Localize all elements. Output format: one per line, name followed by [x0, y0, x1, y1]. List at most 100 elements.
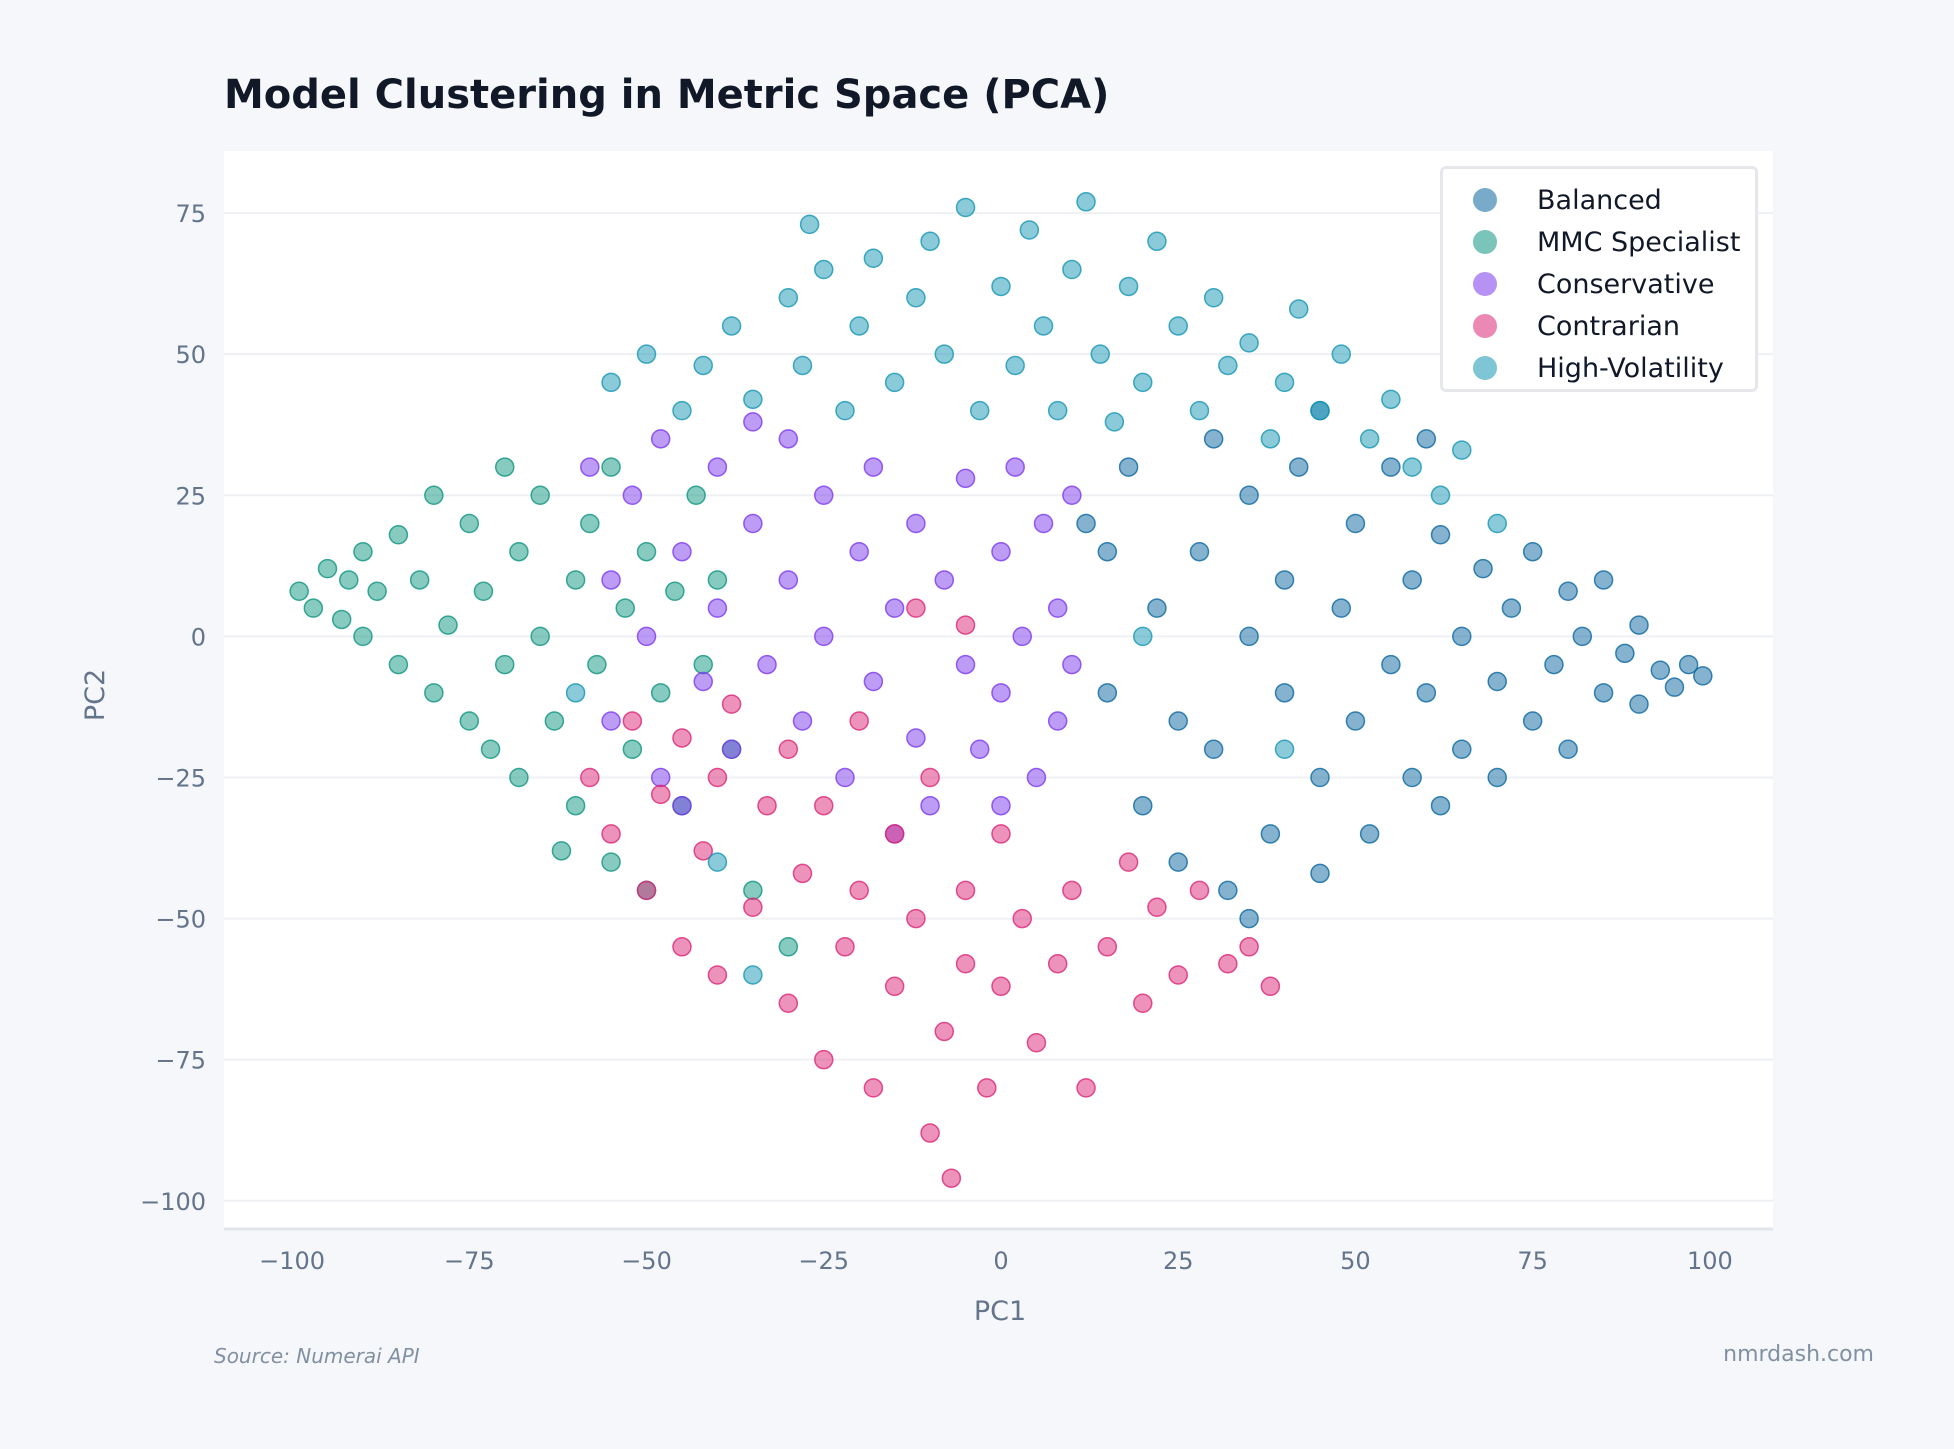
data-point	[743, 389, 763, 410]
data-point	[1047, 711, 1068, 731]
data-point	[1473, 558, 1493, 579]
data-point	[1012, 908, 1032, 929]
data-point	[1118, 457, 1139, 477]
data-point	[1203, 429, 1224, 449]
series-mmc-specialist	[289, 457, 799, 957]
data-point	[1218, 355, 1238, 376]
y-tick-label: −50	[155, 906, 206, 934]
data-point	[650, 683, 671, 703]
data-point	[1430, 795, 1451, 816]
data-point	[1430, 525, 1451, 545]
data-point	[650, 429, 671, 449]
x-tick-label: 100	[1687, 1247, 1733, 1275]
data-point	[580, 457, 600, 477]
legend-marker	[1473, 230, 1497, 254]
data-point	[636, 626, 657, 647]
data-point	[991, 541, 1011, 562]
data-point	[580, 767, 600, 788]
data-point	[969, 739, 990, 760]
y-tick-label: 75	[175, 200, 206, 228]
data-point	[1076, 513, 1096, 534]
data-point	[1104, 412, 1125, 432]
data-point	[1678, 654, 1699, 675]
data-point	[778, 287, 799, 308]
data-point	[693, 671, 713, 692]
data-point	[601, 372, 621, 393]
data-point	[1629, 615, 1649, 635]
data-point	[1260, 976, 1281, 997]
data-point	[849, 711, 869, 731]
data-point	[1402, 767, 1422, 788]
data-point	[1168, 852, 1188, 872]
data-point	[707, 457, 728, 477]
data-point	[622, 485, 643, 506]
data-points	[289, 192, 1713, 1188]
data-point	[1274, 739, 1295, 760]
data-point	[920, 767, 940, 788]
data-point	[906, 513, 926, 534]
data-point	[792, 355, 813, 376]
data-point	[686, 485, 706, 506]
data-point	[1133, 372, 1153, 393]
data-point	[906, 598, 926, 618]
data-point	[991, 276, 1011, 297]
data-point	[1097, 541, 1118, 562]
data-point	[884, 372, 905, 393]
data-point	[1147, 598, 1167, 618]
data-point	[494, 457, 515, 477]
data-point	[1147, 897, 1167, 918]
data-point	[849, 316, 869, 336]
data-point	[721, 694, 742, 714]
data-point	[544, 711, 565, 731]
y-axis-label: PC2	[80, 669, 111, 721]
data-point	[778, 937, 799, 957]
data-point	[1097, 937, 1118, 957]
data-point	[1047, 400, 1068, 421]
data-point	[1558, 739, 1578, 760]
data-point	[388, 654, 409, 675]
data-point	[601, 457, 621, 477]
data-point	[778, 993, 799, 1013]
data-point	[1090, 344, 1110, 364]
chart-title: Model Clustering in Metric Space (PCA)	[224, 72, 1110, 118]
data-point	[955, 880, 976, 901]
data-point	[1522, 711, 1543, 731]
x-axis-label: PC1	[974, 1296, 1026, 1327]
data-point	[707, 598, 728, 618]
data-point	[565, 570, 586, 590]
data-point	[622, 739, 643, 760]
legend: Balanced MMC Specialist Conservative Contra…	[1440, 166, 1758, 392]
data-point	[778, 570, 799, 590]
data-point	[1487, 767, 1507, 788]
data-point	[1664, 677, 1685, 697]
legend-marker	[1473, 272, 1497, 296]
data-point	[1118, 852, 1139, 872]
data-point	[906, 908, 926, 929]
data-point	[601, 711, 621, 731]
tick-labels: 75 50 25 0 −25 −50 −75 −100 −100 −75 −50 −25 0 25 50 75…	[140, 200, 1733, 1275]
data-point	[693, 355, 713, 376]
data-point	[1331, 344, 1352, 364]
data-point	[1203, 739, 1224, 760]
data-point	[388, 525, 409, 545]
y-tick-label: −25	[155, 764, 206, 792]
data-point	[991, 683, 1011, 703]
data-point	[1558, 581, 1578, 601]
data-point	[1062, 485, 1082, 506]
data-point	[920, 1123, 940, 1143]
data-point	[1026, 1032, 1047, 1053]
data-point	[1033, 316, 1054, 336]
data-point	[778, 429, 799, 449]
data-point	[1572, 626, 1593, 647]
data-point	[1168, 316, 1188, 336]
data-point	[353, 541, 373, 562]
series-contrarian	[580, 598, 1281, 1188]
data-point	[587, 654, 607, 675]
data-point	[636, 541, 657, 562]
data-point	[1288, 299, 1309, 319]
legend-item: MMC Specialist	[1443, 221, 1755, 263]
data-point	[814, 795, 834, 816]
data-point	[1133, 795, 1153, 816]
data-point	[1239, 626, 1259, 647]
data-point	[863, 248, 884, 268]
